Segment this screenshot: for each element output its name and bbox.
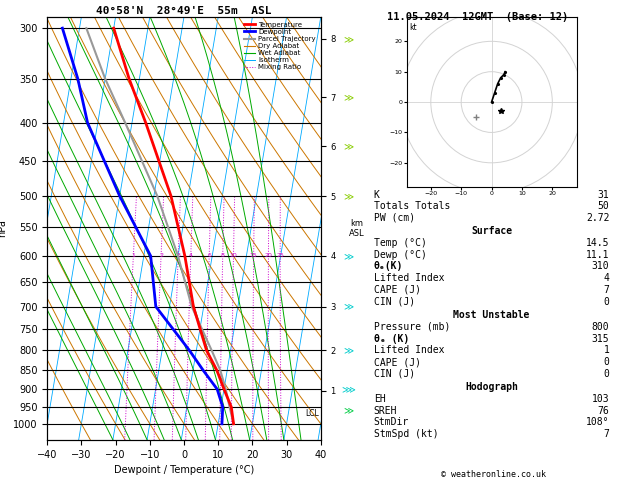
- Text: ≫: ≫: [343, 34, 353, 44]
- Text: 0: 0: [603, 369, 610, 379]
- Text: 20: 20: [265, 253, 272, 259]
- Text: CIN (J): CIN (J): [374, 296, 415, 307]
- Text: ≫: ≫: [343, 405, 353, 416]
- Text: 0: 0: [603, 296, 610, 307]
- Text: 7: 7: [603, 285, 610, 295]
- Text: StmSpd (kt): StmSpd (kt): [374, 429, 438, 439]
- Text: 1: 1: [131, 253, 135, 259]
- Text: 1: 1: [603, 346, 610, 355]
- Text: Lifted Index: Lifted Index: [374, 346, 444, 355]
- Text: 31: 31: [598, 190, 610, 200]
- Text: PW (cm): PW (cm): [374, 212, 415, 223]
- Text: SREH: SREH: [374, 406, 398, 416]
- Text: ≫: ≫: [343, 346, 353, 355]
- Text: 3: 3: [176, 253, 180, 259]
- Text: 76: 76: [598, 406, 610, 416]
- Text: θₑ (K): θₑ (K): [374, 334, 409, 344]
- Text: 8: 8: [221, 253, 225, 259]
- Text: Hodograph: Hodograph: [465, 382, 518, 392]
- Text: 315: 315: [592, 334, 610, 344]
- Text: 50: 50: [598, 201, 610, 211]
- Text: 103: 103: [592, 394, 610, 404]
- Text: Pressure (mb): Pressure (mb): [374, 322, 450, 332]
- Text: Totals Totals: Totals Totals: [374, 201, 450, 211]
- Text: LCL: LCL: [305, 409, 319, 417]
- Text: 15: 15: [250, 253, 257, 259]
- Text: ⋙: ⋙: [342, 384, 355, 394]
- Text: 4: 4: [189, 253, 193, 259]
- Text: 10: 10: [230, 253, 237, 259]
- Text: 108°: 108°: [586, 417, 610, 427]
- Text: K: K: [374, 190, 380, 200]
- Text: Surface: Surface: [471, 226, 512, 236]
- Text: 25: 25: [276, 253, 284, 259]
- Legend: Temperature, Dewpoint, Parcel Trajectory, Dry Adiabat, Wet Adiabat, Isotherm, Mi: Temperature, Dewpoint, Parcel Trajectory…: [243, 20, 317, 71]
- Text: ≫: ≫: [343, 302, 353, 312]
- Text: StmDir: StmDir: [374, 417, 409, 427]
- Text: © weatheronline.co.uk: © weatheronline.co.uk: [441, 469, 545, 479]
- Y-axis label: km
ASL: km ASL: [349, 219, 365, 238]
- Y-axis label: hPa: hPa: [0, 220, 8, 237]
- Text: Most Unstable: Most Unstable: [454, 310, 530, 320]
- Text: 310: 310: [592, 261, 610, 271]
- Text: θₑ(K): θₑ(K): [374, 261, 403, 271]
- Text: ≫: ≫: [343, 191, 353, 201]
- Text: 11.05.2024  12GMT  (Base: 12): 11.05.2024 12GMT (Base: 12): [387, 12, 569, 22]
- Text: 2.72: 2.72: [586, 212, 610, 223]
- Text: 11.1: 11.1: [586, 249, 610, 260]
- Text: ≫: ≫: [343, 92, 353, 102]
- Text: 0: 0: [603, 357, 610, 367]
- Text: 6: 6: [208, 253, 211, 259]
- Text: CIN (J): CIN (J): [374, 369, 415, 379]
- Text: 2: 2: [159, 253, 163, 259]
- Text: 800: 800: [592, 322, 610, 332]
- Text: Temp (°C): Temp (°C): [374, 238, 426, 248]
- Text: Lifted Index: Lifted Index: [374, 273, 444, 283]
- X-axis label: Dewpoint / Temperature (°C): Dewpoint / Temperature (°C): [114, 465, 254, 475]
- Text: CAPE (J): CAPE (J): [374, 357, 421, 367]
- Text: ≫: ≫: [343, 141, 353, 152]
- Text: 7: 7: [603, 429, 610, 439]
- Text: ≫: ≫: [343, 251, 353, 261]
- Text: 4: 4: [603, 273, 610, 283]
- Text: kt: kt: [409, 23, 417, 32]
- Text: EH: EH: [374, 394, 386, 404]
- Text: Dewp (°C): Dewp (°C): [374, 249, 426, 260]
- Title: 40°58'N  28°49'E  55m  ASL: 40°58'N 28°49'E 55m ASL: [96, 6, 272, 16]
- Text: 14.5: 14.5: [586, 238, 610, 248]
- Text: CAPE (J): CAPE (J): [374, 285, 421, 295]
